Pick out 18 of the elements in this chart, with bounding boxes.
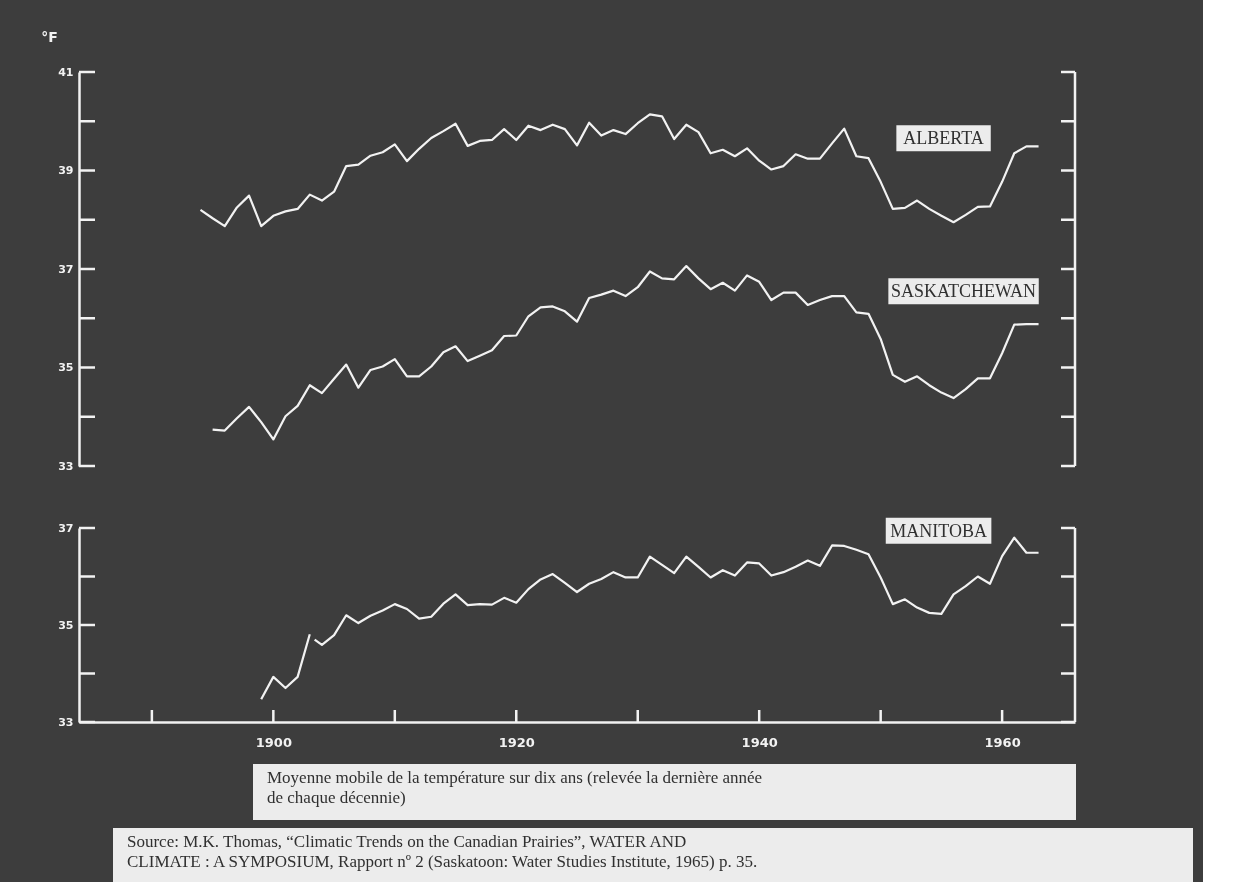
y-tick-label: 37 [58,521,74,535]
y-tick-label: 33 [58,459,74,473]
y-tick-label: 33 [58,715,74,729]
x-tick-label: 1900 [255,734,292,750]
y-tick-label: 37 [58,262,74,276]
series-label: ALBERTA [903,128,984,149]
y-axis-title: °F [41,28,58,45]
series-label: SASKATCHEWAN [891,281,1037,302]
text: Moyenne mobile de la température sur dix ans (relevée la dernière année de chaque décennie) [267,768,763,807]
source-note: Source: M.K. Thomas, “Climatic Trends on the Canadian Prairies”, WATER AND CLIMATE : A SYMPOSIUM, Rapport nº 2 (Saskatoon: Water Studies Institute, 1965) p. 35. [127,832,758,871]
y-tick-label: 41 [58,65,74,79]
x-tick-label: 1940 [741,734,778,750]
y-tick-label: 35 [58,618,74,632]
y-tick-label: 35 [58,361,74,374]
series-label: MANITOBA [890,520,987,541]
x-tick-label: 1960 [984,734,1021,750]
x-tick-label: 1920 [498,734,535,750]
y-tick-label: 39 [58,164,74,177]
